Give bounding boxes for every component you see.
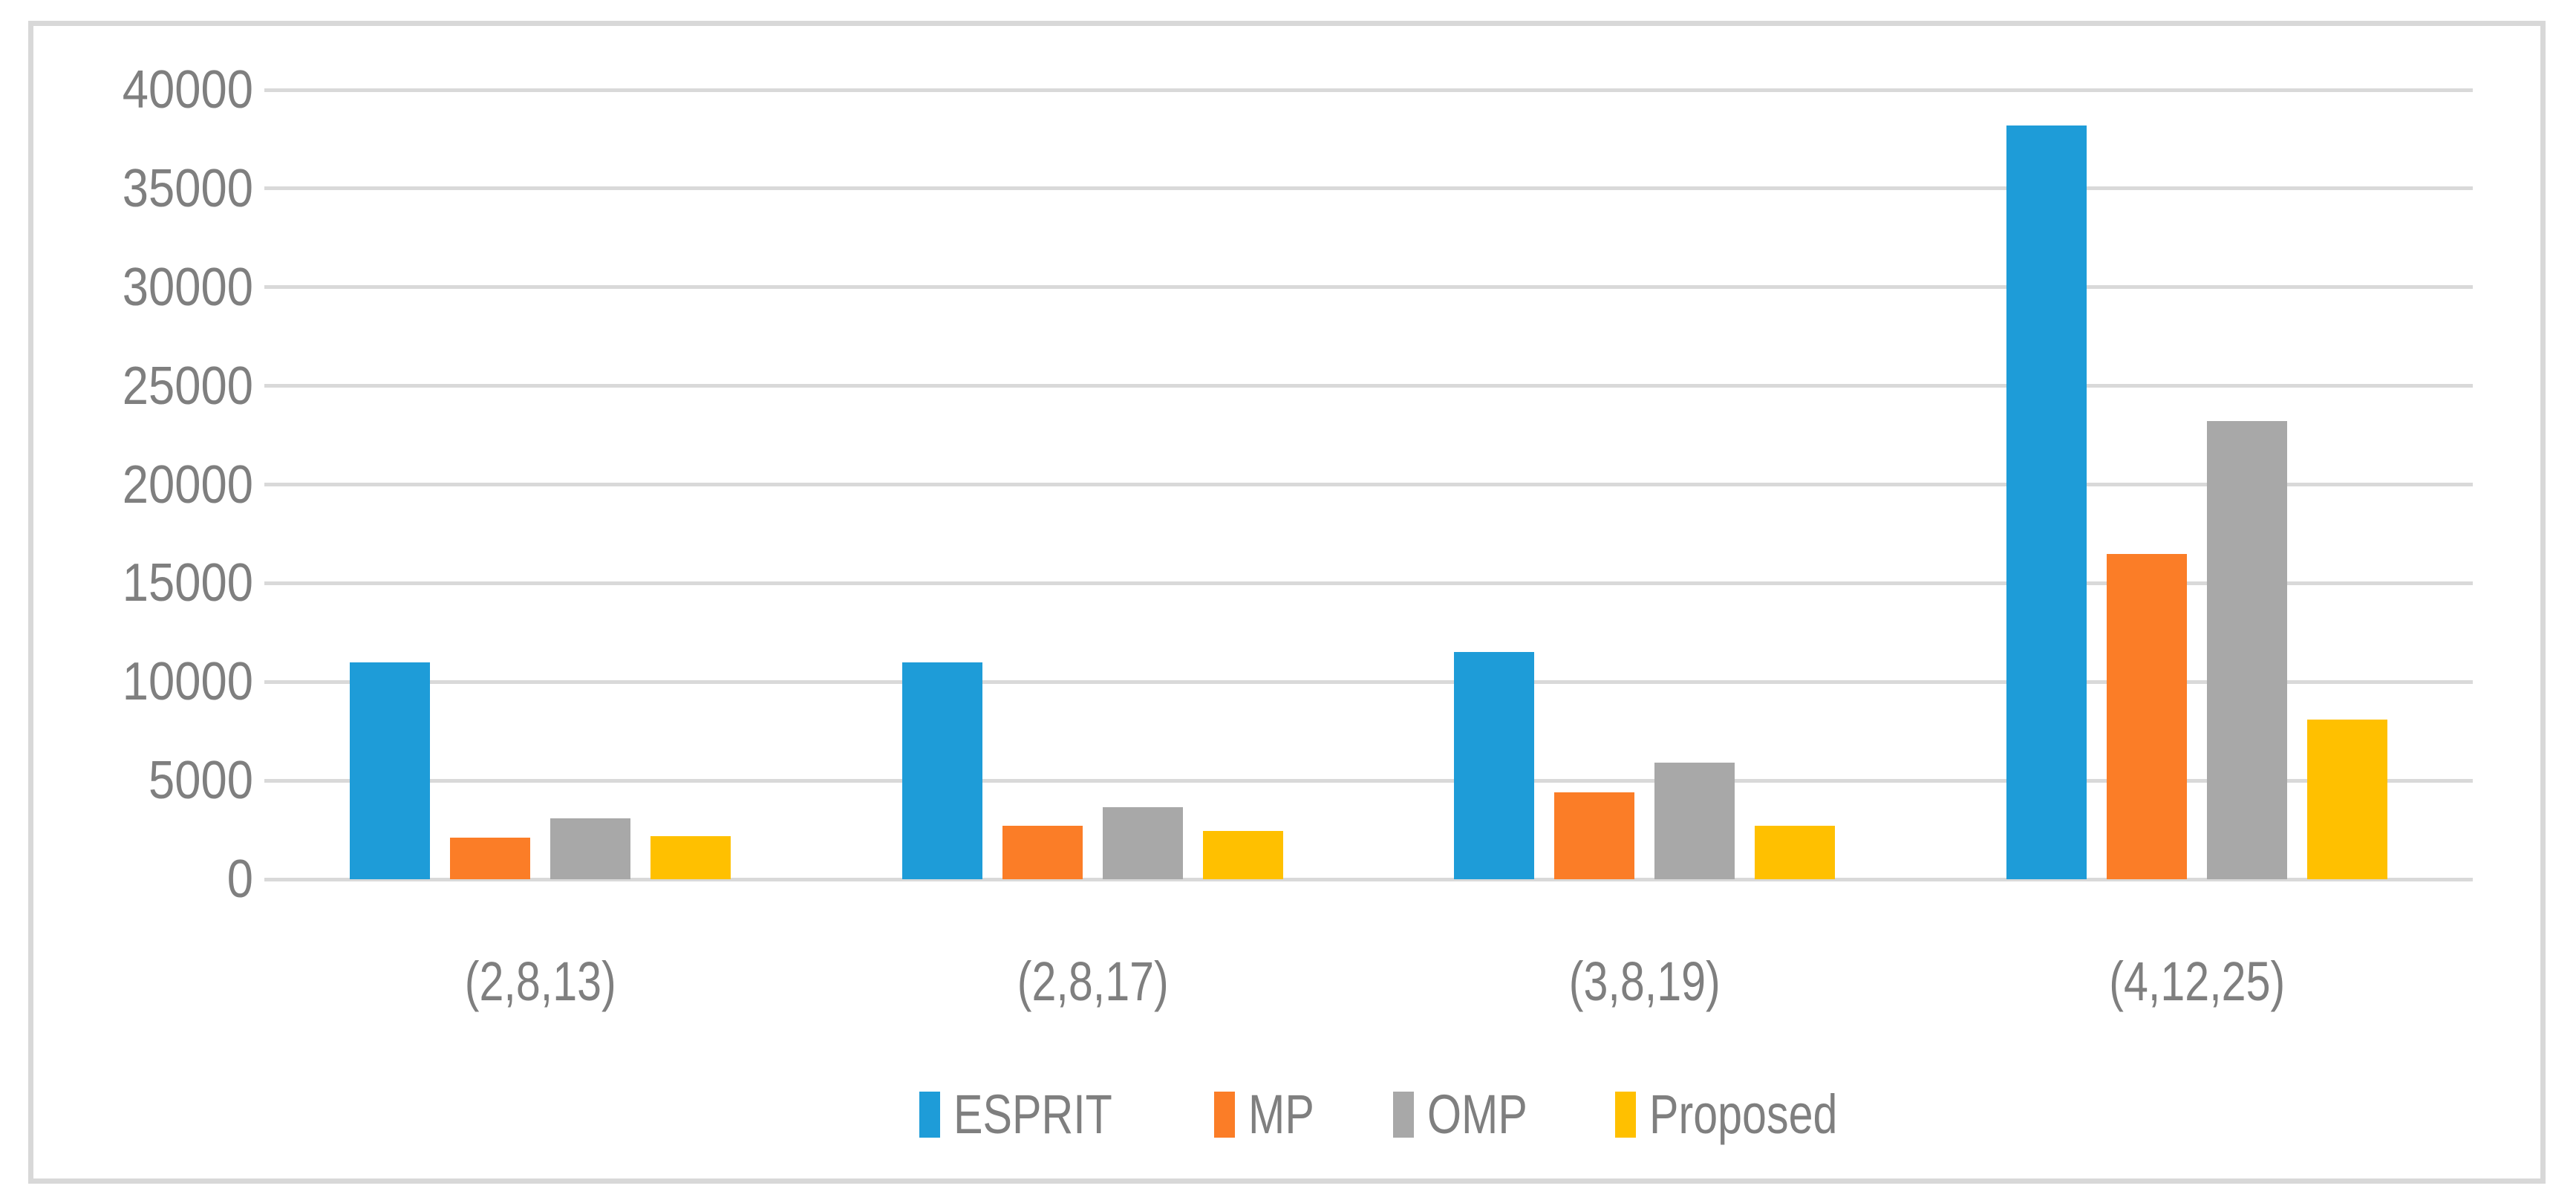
- bar-mp-1: [1002, 826, 1083, 879]
- legend-swatch-proposed: [1615, 1092, 1637, 1138]
- legend: ESPRIT MP OMP Proposed: [298, 1085, 2506, 1144]
- y-tick-label-35000: 35000: [122, 158, 253, 218]
- gridline-5000: [264, 778, 2473, 783]
- x-category-label-3: (4,12,25): [2108, 951, 2285, 1012]
- gridline-20000: [264, 483, 2473, 486]
- bar-proposed-3: [2306, 719, 2387, 879]
- x-category-label-1: (2,8,17): [1017, 951, 1169, 1012]
- legend-item-mp: MP: [1214, 1086, 1331, 1143]
- legend-swatch-omp: [1393, 1092, 1415, 1138]
- chart-frame: 0 5000 10000 15000 20000 25000 30000 35000 40000…: [28, 21, 2546, 1184]
- bar-mp-3: [2106, 553, 2187, 879]
- y-tick-label-25000: 25000: [122, 356, 253, 416]
- legend-label-omp: OMP: [1427, 1083, 1528, 1145]
- gridline-35000: [264, 186, 2473, 191]
- gridline-25000: [264, 384, 2473, 388]
- bar-esprit-1: [901, 662, 982, 879]
- y-tick-label-0: 0: [226, 850, 253, 909]
- y-tick-label-5000: 5000: [149, 751, 253, 811]
- gridline-30000: [264, 285, 2473, 290]
- gridline-40000: [264, 88, 2473, 92]
- y-tick-label-30000: 30000: [122, 257, 253, 317]
- bar-esprit-3: [2006, 125, 2087, 879]
- bar-omp-0: [550, 818, 631, 879]
- bar-proposed-2: [1755, 826, 1836, 879]
- bar-esprit-2: [1454, 652, 1535, 879]
- bar-mp-2: [1554, 792, 1635, 879]
- legend-swatch-esprit: [919, 1092, 941, 1138]
- legend-item-esprit: ESPRIT: [919, 1086, 1152, 1143]
- legend-label-proposed: Proposed: [1649, 1083, 1838, 1145]
- bar-proposed-1: [1202, 830, 1283, 879]
- bar-omp-2: [1654, 763, 1735, 879]
- x-category-label-0: (2,8,13): [464, 951, 616, 1012]
- y-tick-label-15000: 15000: [122, 553, 253, 613]
- legend-label-mp: MP: [1248, 1083, 1315, 1145]
- y-tick-label-20000: 20000: [122, 454, 253, 515]
- gridline-15000: [264, 581, 2473, 585]
- bar-mp-0: [450, 838, 531, 879]
- y-tick-label-10000: 10000: [122, 652, 253, 712]
- legend-item-omp: OMP: [1393, 1086, 1553, 1143]
- legend-label-esprit: ESPRIT: [953, 1083, 1113, 1145]
- gridline-0: [264, 877, 2473, 881]
- bar-proposed-0: [650, 835, 731, 879]
- bar-omp-3: [2206, 421, 2287, 879]
- legend-swatch-mp: [1214, 1092, 1236, 1138]
- y-tick-label-40000: 40000: [122, 60, 253, 120]
- legend-item-proposed: Proposed: [1615, 1086, 1885, 1143]
- x-category-label-2: (3,8,19): [1568, 951, 1721, 1012]
- gridline-10000: [264, 679, 2473, 684]
- bar-esprit-0: [350, 662, 431, 879]
- bar-omp-1: [1102, 807, 1183, 879]
